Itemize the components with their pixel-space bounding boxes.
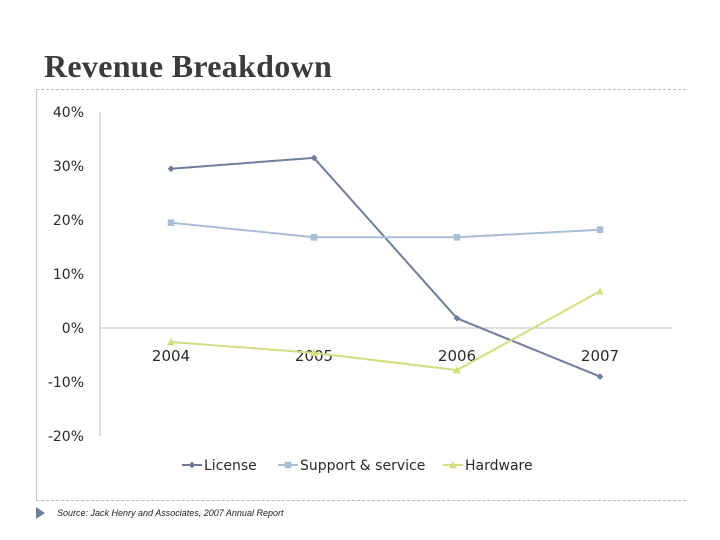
title-divider xyxy=(36,89,686,90)
data-point-support-service xyxy=(596,226,604,234)
y-tick-label: -10% xyxy=(48,375,84,391)
data-point-support-service xyxy=(453,233,461,241)
y-tick-label: 20% xyxy=(53,213,84,229)
legend-marker-license xyxy=(188,461,196,469)
x-category-label: 2007 xyxy=(581,347,619,365)
series-line-support-service xyxy=(170,221,601,239)
legend: License Support & service Hardware xyxy=(182,458,533,474)
y-axis: 40% 30% 20% 10% 0% -10% -20% xyxy=(48,105,101,445)
data-point-support-service xyxy=(310,233,318,241)
left-accent-bar xyxy=(36,90,37,500)
slide-title: Revenue Breakdown xyxy=(44,48,333,84)
legend-label-license: License xyxy=(204,458,257,474)
data-point-license xyxy=(167,165,175,173)
data-point-hardware xyxy=(310,348,318,357)
footer-divider xyxy=(36,500,686,501)
y-tick-label: 40% xyxy=(53,105,84,121)
series-layer xyxy=(167,154,604,380)
series-line-license xyxy=(170,156,601,378)
y-tick-label: 30% xyxy=(53,159,84,175)
series-line-hardware xyxy=(170,290,601,372)
data-point-hardware xyxy=(596,287,604,295)
y-tick-label: -20% xyxy=(48,429,84,445)
legend-label-hardware: Hardware xyxy=(465,458,533,474)
x-category-label: 2004 xyxy=(152,347,190,365)
x-axis: 2004200520062007 xyxy=(100,327,672,365)
legend-marker-hardware xyxy=(449,461,457,469)
source-note: Source: Jack Henry and Associates, 2007 … xyxy=(57,508,284,518)
data-point-license xyxy=(596,373,604,380)
y-tick-label: 0% xyxy=(62,321,84,337)
data-point-license xyxy=(310,154,318,162)
x-category-label: 2006 xyxy=(438,347,476,365)
legend-marker-support-service xyxy=(284,461,292,469)
bullet-arrow-icon xyxy=(36,507,45,519)
data-point-hardware xyxy=(167,338,175,346)
y-tick-label: 10% xyxy=(53,267,84,283)
data-point-support-service xyxy=(167,219,175,226)
data-point-hardware xyxy=(453,366,461,374)
data-point-license xyxy=(453,314,461,322)
revenue-line-chart: 40%30%20%10%0%-10%-20% 2004200520062007 … xyxy=(48,105,672,474)
legend-label-support-service: Support & service xyxy=(300,458,425,474)
